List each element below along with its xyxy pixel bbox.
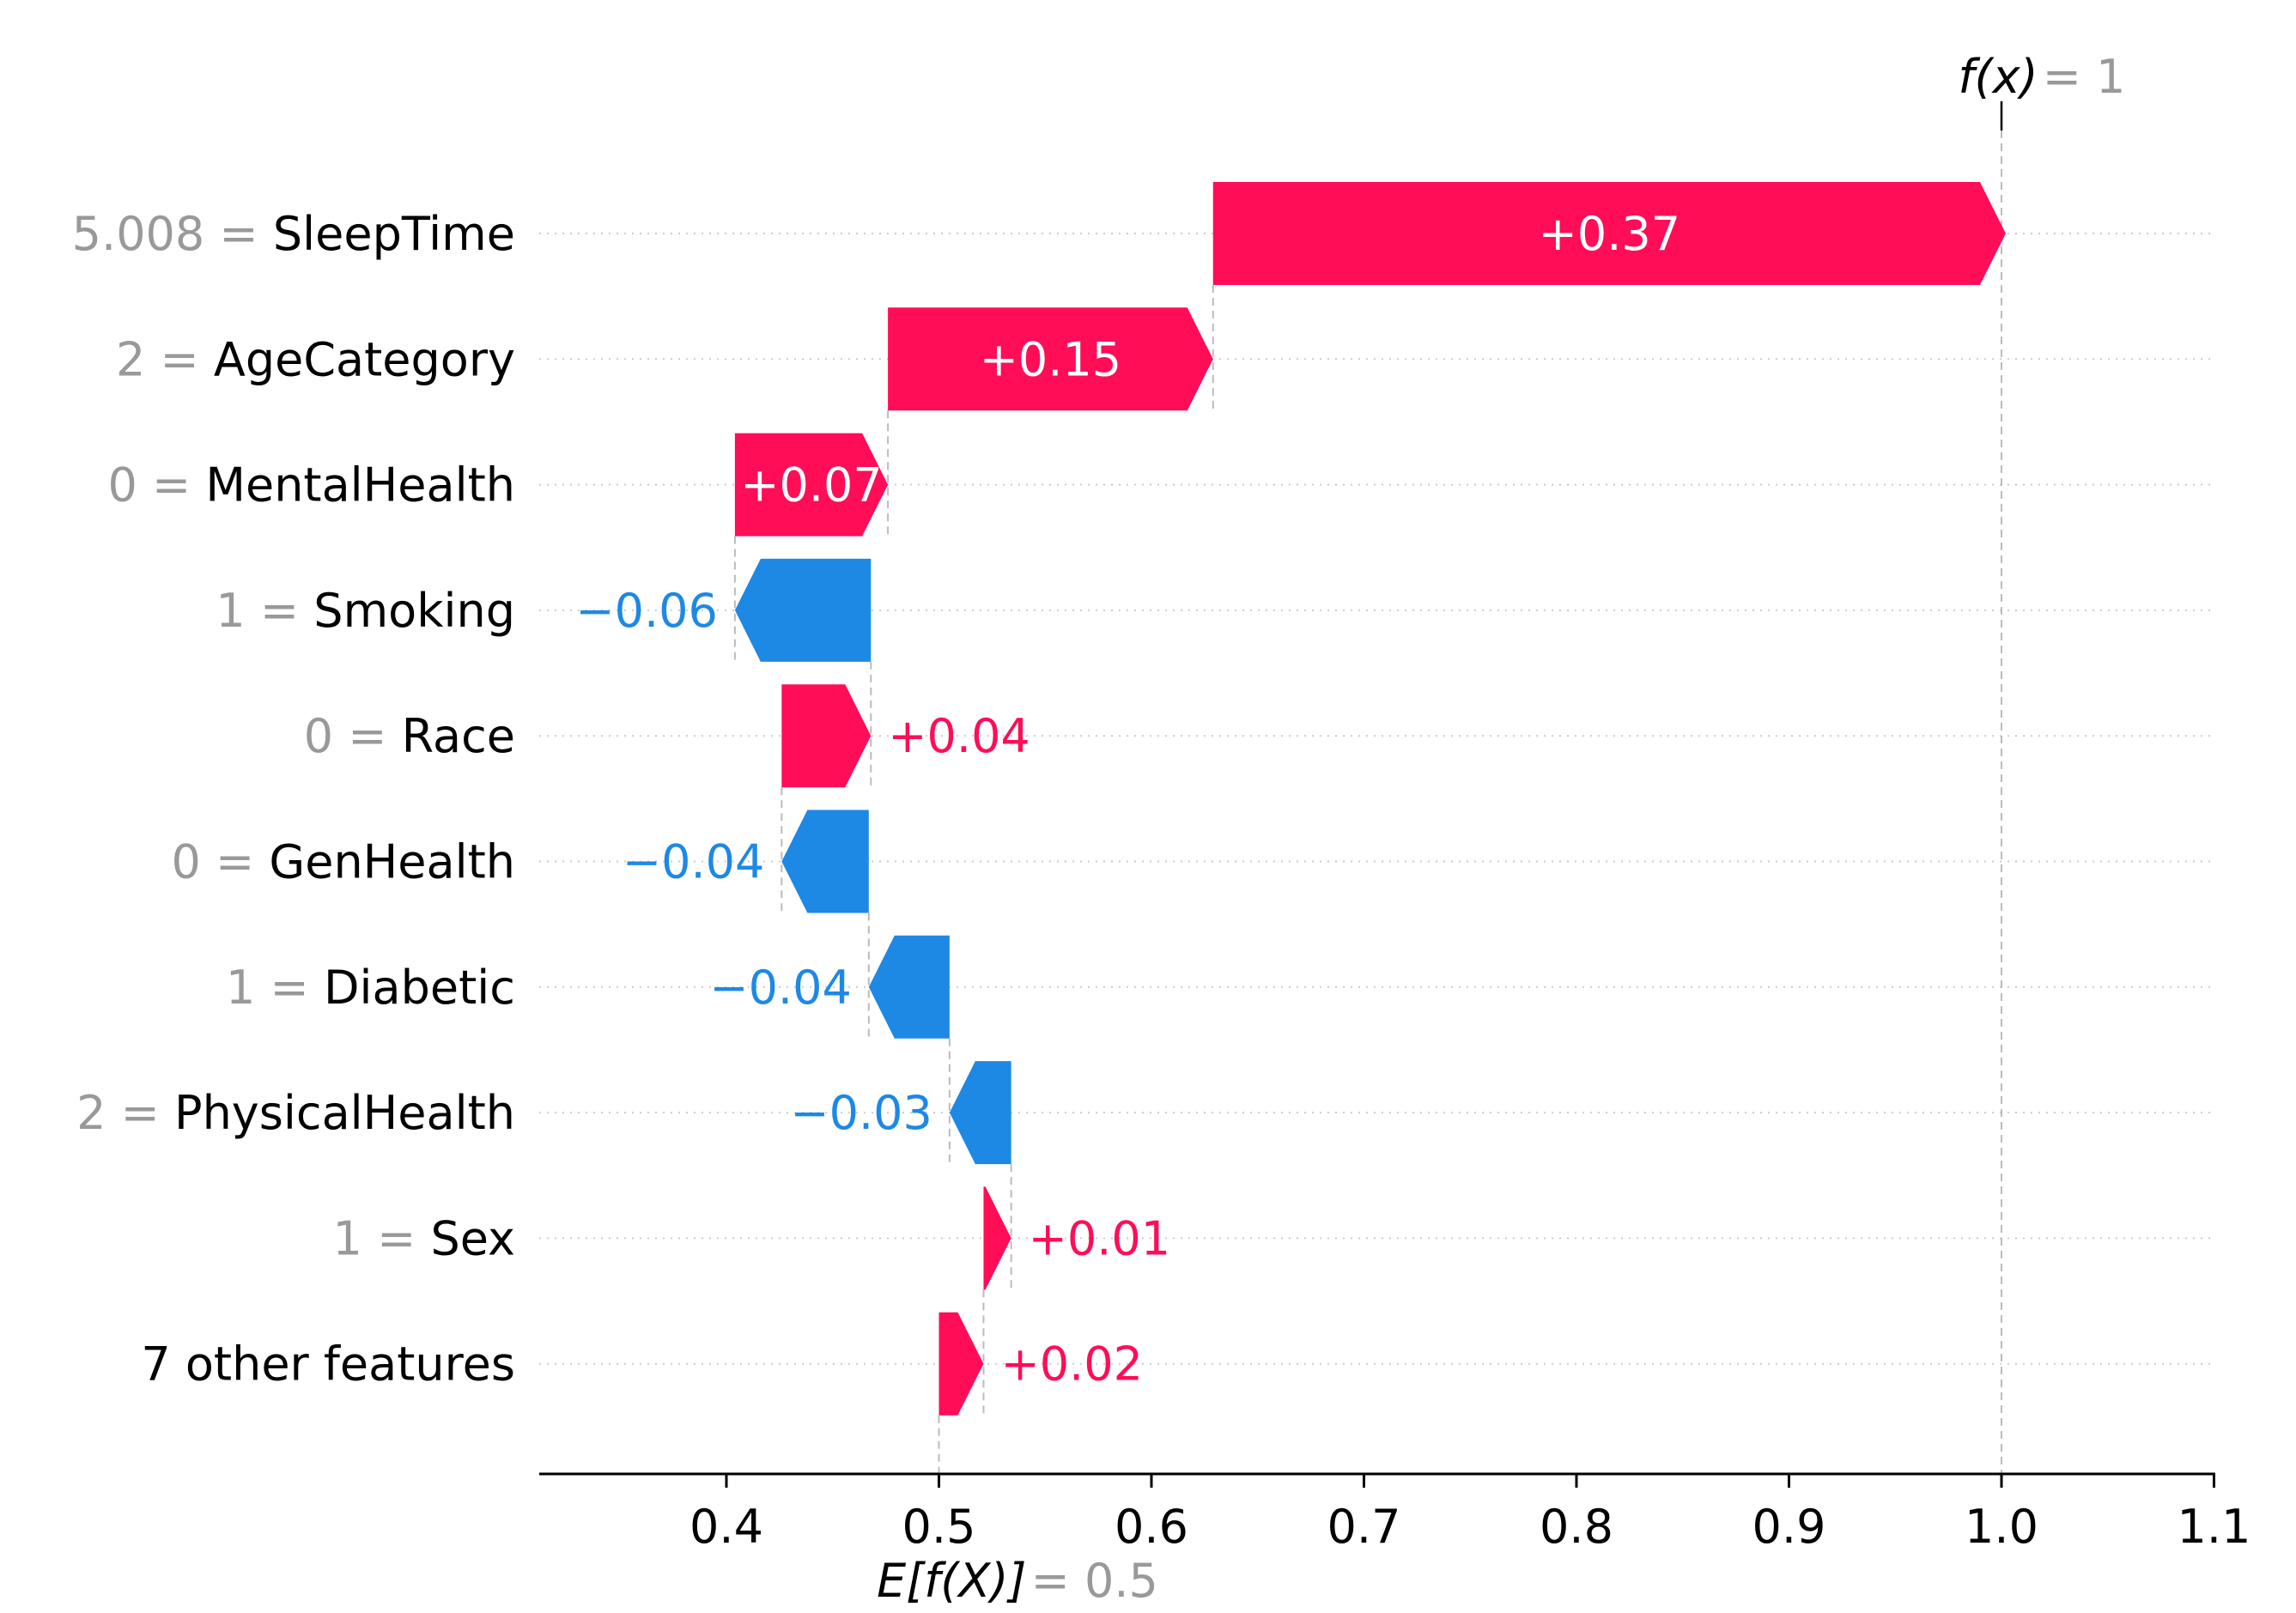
row-label-data-value: 1 = <box>333 1211 431 1265</box>
row-label-Smoking: 1 = Smoking <box>216 584 515 638</box>
shap-value-label-MentalHealth: +0.07 <box>740 458 882 512</box>
bars-layer <box>734 182 2006 1416</box>
shap-value-label-Sex: +0.01 <box>1029 1211 1170 1265</box>
row-label-feature-name: MentalHealth <box>205 458 515 512</box>
row-label-data-value: 1 = <box>226 961 324 1015</box>
row-label-feature-name: GenHealth <box>269 835 515 889</box>
bar-Race <box>781 684 872 788</box>
bar-GenHealth <box>781 810 869 913</box>
row-label-data-value: 0 = <box>107 458 205 512</box>
x-tick-label: 0.4 <box>689 1500 763 1554</box>
row-label-AgeCategory: 2 = AgeCategory <box>116 332 515 386</box>
shap-value-label-Diabetic: −0.04 <box>709 961 851 1015</box>
x-tick-label: 0.6 <box>1115 1500 1188 1554</box>
bar-PhysicalHealth <box>949 1061 1011 1165</box>
shap-value-label-Race: +0.04 <box>888 709 1030 763</box>
shap-value-label-AgeCategory: +0.15 <box>980 332 1121 386</box>
row-label-feature-name: Diabetic <box>324 961 515 1015</box>
x-tick-label: 0.9 <box>1752 1500 1826 1554</box>
shap-value-label-PhysicalHealth: −0.03 <box>790 1086 932 1140</box>
shap-value-label-SleepTime: +0.37 <box>1539 207 1680 261</box>
shap-value-label-7-other-features: +0.02 <box>1000 1337 1142 1392</box>
row-label-GenHealth: 0 = GenHealth <box>171 835 515 889</box>
bar-Diabetic <box>868 935 950 1039</box>
row-label-Race: 0 = Race <box>304 709 515 763</box>
fx-value: = 1 <box>2043 50 2126 104</box>
row-label-PhysicalHealth: 2 = PhysicalHealth <box>76 1086 515 1140</box>
row-label-feature-name: Smoking <box>313 584 515 638</box>
row-label-data-value: 2 = <box>116 332 214 386</box>
bar-AgeCategory <box>888 307 1213 411</box>
x-axis-layer: 0.4 0.5 0.6 0.7 0.8 0.9 1.0 1.1 <box>539 1472 2251 1554</box>
bar-Sex <box>983 1186 1011 1290</box>
bar-value-labels-layer: +0.37 +0.15 +0.07 −0.06 +0.04 −0.04 −0.04 −0.03… <box>575 207 1680 1392</box>
shap-value-label-Smoking: −0.06 <box>575 584 717 638</box>
reference-lines-layer <box>938 101 2003 1474</box>
row-label-MentalHealth: 0 = MentalHealth <box>107 458 515 512</box>
row-label-feature-name: Sex <box>430 1211 515 1265</box>
row-label-data-value: 5.008 = <box>72 207 273 261</box>
connector-lines-layer <box>733 285 1214 1416</box>
bar-MentalHealth <box>734 433 889 537</box>
output-value-annotation: f(x) = 1 <box>1959 50 2126 104</box>
row-label-Sex: 1 = Sex <box>333 1211 515 1265</box>
row-label-feature-name: PhysicalHealth <box>174 1086 515 1140</box>
row-label-data-value: 2 = <box>76 1086 174 1140</box>
row-label-feature-name: AgeCategory <box>214 332 515 386</box>
gridlines-layer <box>539 233 2215 1365</box>
row-label-Diabetic: 1 = Diabetic <box>226 961 515 1015</box>
row-label-7-other-features: 7 other features <box>141 1337 515 1392</box>
expected-value-annotation: E[f(X)] = 0.5 <box>877 1554 1158 1608</box>
x-tick-label: 0.7 <box>1327 1500 1401 1554</box>
bar-SleepTime <box>1212 182 2006 285</box>
row-label-SleepTime: 5.008 = SleepTime <box>72 207 515 261</box>
row-label-data-value: 0 = <box>171 835 269 889</box>
shap-value-label-GenHealth: −0.04 <box>623 835 764 889</box>
efx-value: = 0.5 <box>1031 1554 1158 1608</box>
x-tick-label: 0.8 <box>1540 1500 1613 1554</box>
x-tick-label: 0.5 <box>902 1500 976 1554</box>
fx-label: f(x) <box>1959 50 2038 104</box>
row-label-feature-name: SleepTime <box>273 207 515 261</box>
bar-7-other-features <box>938 1312 984 1416</box>
x-tick-label: 1.0 <box>1965 1500 2038 1554</box>
row-label-feature-name: 7 other features <box>141 1337 515 1392</box>
bar-Smoking <box>734 558 872 662</box>
row-label-data-value: 1 = <box>216 584 313 638</box>
x-tick-label: 1.1 <box>2178 1500 2251 1554</box>
row-label-feature-name: Race <box>402 709 515 763</box>
efx-label: E[f(X)] <box>877 1554 1026 1608</box>
row-label-data-value: 0 = <box>304 709 402 763</box>
feature-labels-layer: 5.008 = SleepTime 2 = AgeCategory 0 = Ment… <box>72 207 515 1392</box>
